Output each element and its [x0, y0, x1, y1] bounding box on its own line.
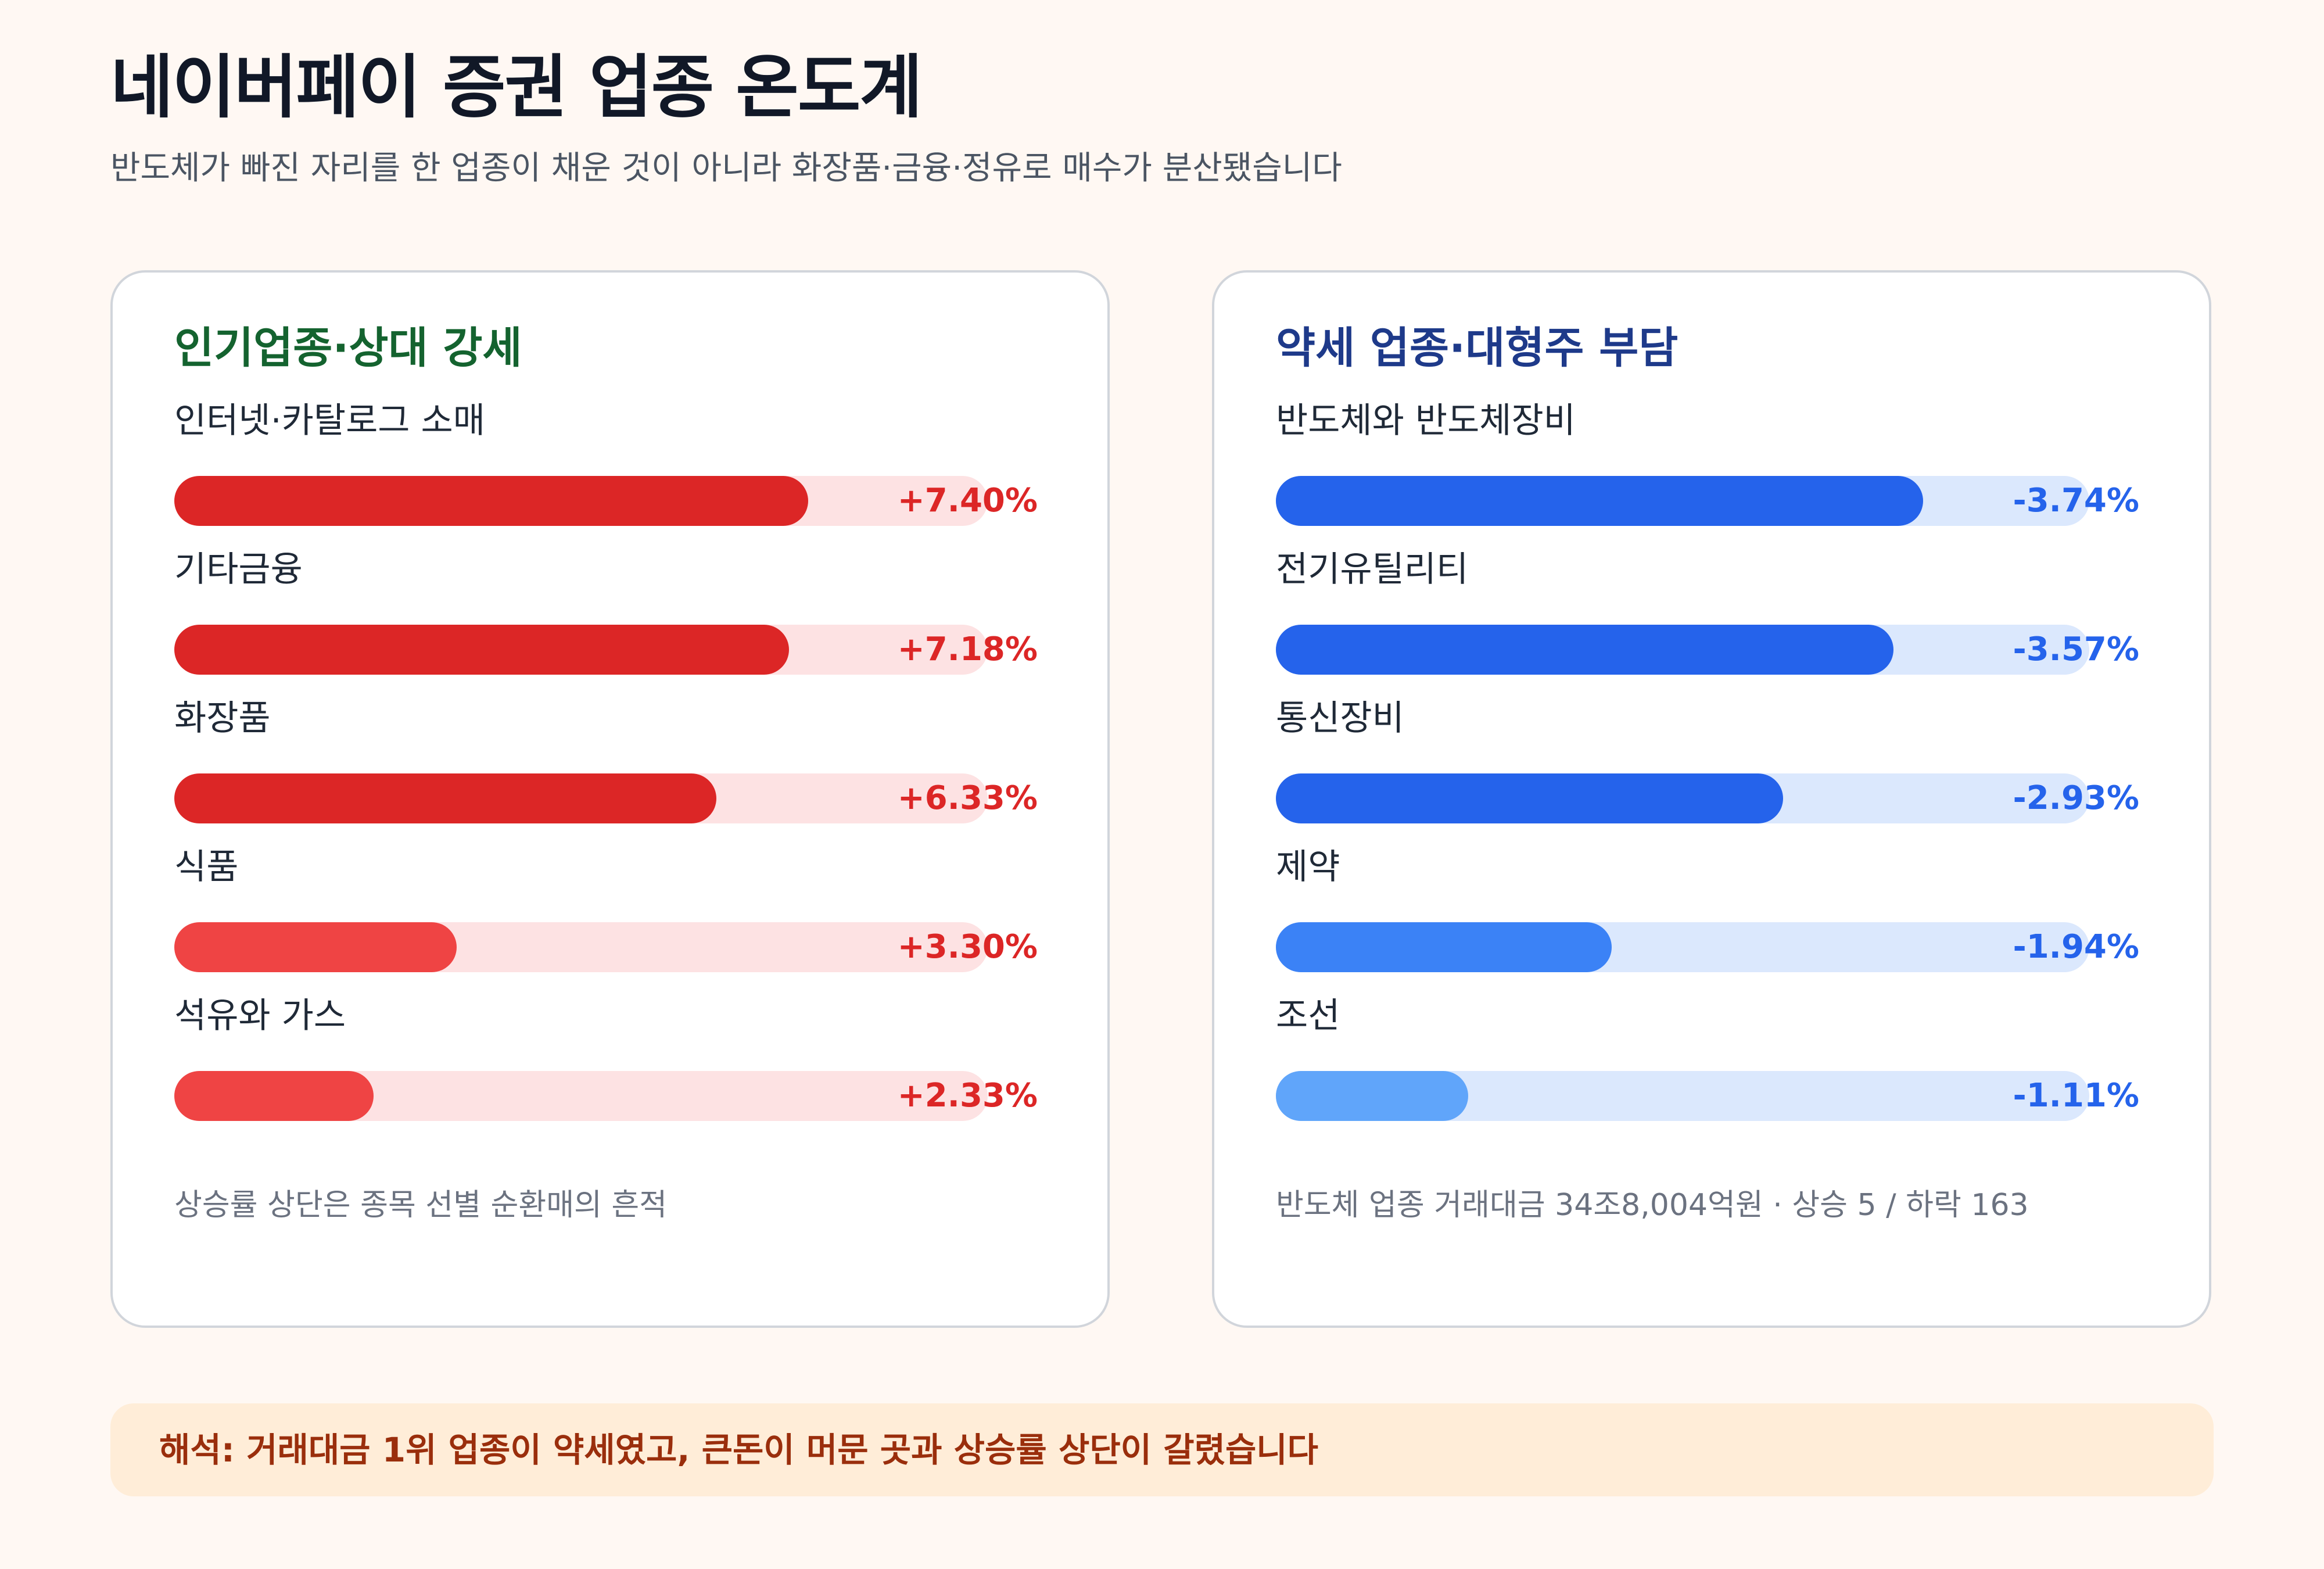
- bar-value-label: +3.30%: [897, 928, 1038, 966]
- bar-value-label: +2.33%: [897, 1077, 1038, 1115]
- sector-label: 식품: [174, 847, 239, 887]
- page-title: 네이버페이 증권 업종 온도계: [110, 47, 923, 127]
- bar-track: [174, 773, 988, 823]
- bar-track: [1276, 773, 2089, 823]
- bar-track: [174, 922, 988, 972]
- bar-track: [1276, 476, 2089, 526]
- strong-sectors-note: 상승률 상단은 종목 선별 순환매의 흔적: [174, 1188, 668, 1223]
- sector-label: 조선: [1276, 995, 1340, 1036]
- weak-sector-row: 조선 -1.11%: [1276, 993, 2139, 1126]
- bar-track: [174, 625, 988, 675]
- strong-sector-row: 식품 +3.30%: [174, 844, 1038, 977]
- bar-value-label: -1.94%: [2013, 928, 2139, 966]
- sector-label: 제약: [1276, 847, 1340, 887]
- strong-sectors-title: 인기업종·상대 강세: [174, 323, 522, 373]
- sector-label: 인터넷·카탈로그 소매: [174, 400, 485, 441]
- strong-sector-row: 화장품 +6.33%: [174, 695, 1038, 829]
- strong-sectors-card: 인기업종·상대 강세 인터넷·카탈로그 소매 +7.40% 기타금융 +7.18% 화장…: [110, 270, 1110, 1328]
- page-subtitle: 반도체가 빠진 자리를 한 업종이 채운 것이 아니라 화장품·금융·정유로 매…: [110, 149, 1342, 187]
- bar-fill: [174, 625, 790, 675]
- weak-sector-row: 통신장비 -2.93%: [1276, 695, 2139, 829]
- sector-label: 반도체와 반도체장비: [1276, 400, 1576, 441]
- bar-track: [174, 476, 988, 526]
- sector-label: 전기유틸리티: [1276, 549, 1469, 590]
- bar-fill: [174, 922, 457, 972]
- weak-sectors-title: 약세 업종·대형주 부담: [1276, 323, 1679, 373]
- interpretation-text: 해석: 거래대금 1위 업종이 약세였고, 큰돈이 머문 곳과 상승률 상단이 …: [159, 1430, 1319, 1470]
- bar-fill: [174, 476, 808, 526]
- bar-value-label: +6.33%: [897, 779, 1038, 817]
- bar-value-label: +7.40%: [897, 482, 1038, 520]
- interpretation-banner: 해석: 거래대금 1위 업종이 약세였고, 큰돈이 머문 곳과 상승률 상단이 …: [110, 1403, 2214, 1496]
- bar-track: [1276, 922, 2089, 972]
- weak-sector-row: 반도체와 반도체장비 -3.74%: [1276, 397, 2139, 531]
- sector-label: 석유와 가스: [174, 995, 346, 1036]
- bar-value-label: -3.74%: [2013, 482, 2139, 520]
- bar-value-label: -1.11%: [2013, 1077, 2139, 1115]
- bar-value-label: +7.18%: [897, 631, 1038, 668]
- bar-fill: [1276, 1071, 1468, 1121]
- bar-fill: [1276, 773, 1783, 823]
- bar-fill: [174, 1071, 374, 1121]
- weak-sector-row: 제약 -1.94%: [1276, 844, 2139, 977]
- sector-label: 화장품: [174, 698, 271, 739]
- weak-sectors-note: 반도체 업종 거래대금 34조8,004억원 · 상승 5 / 하락 163: [1276, 1188, 2029, 1223]
- bar-fill: [1276, 922, 1612, 972]
- sector-label: 기타금융: [174, 549, 303, 590]
- strong-sector-row: 석유와 가스 +2.33%: [174, 993, 1038, 1126]
- weak-sector-row: 전기유틸리티 -3.57%: [1276, 546, 2139, 680]
- bar-fill: [1276, 476, 1924, 526]
- bar-value-label: -2.93%: [2013, 779, 2139, 817]
- bar-fill: [1276, 625, 1894, 675]
- strong-sector-row: 기타금융 +7.18%: [174, 546, 1038, 680]
- bar-track: [174, 1071, 988, 1121]
- strong-sector-row: 인터넷·카탈로그 소매 +7.40%: [174, 397, 1038, 531]
- sector-label: 통신장비: [1276, 698, 1404, 739]
- bar-track: [1276, 1071, 2089, 1121]
- bar-value-label: -3.57%: [2013, 631, 2139, 668]
- bar-fill: [174, 773, 716, 823]
- bar-track: [1276, 625, 2089, 675]
- weak-sectors-card: 약세 업종·대형주 부담 반도체와 반도체장비 -3.74% 전기유틸리티 -3.57…: [1212, 270, 2211, 1328]
